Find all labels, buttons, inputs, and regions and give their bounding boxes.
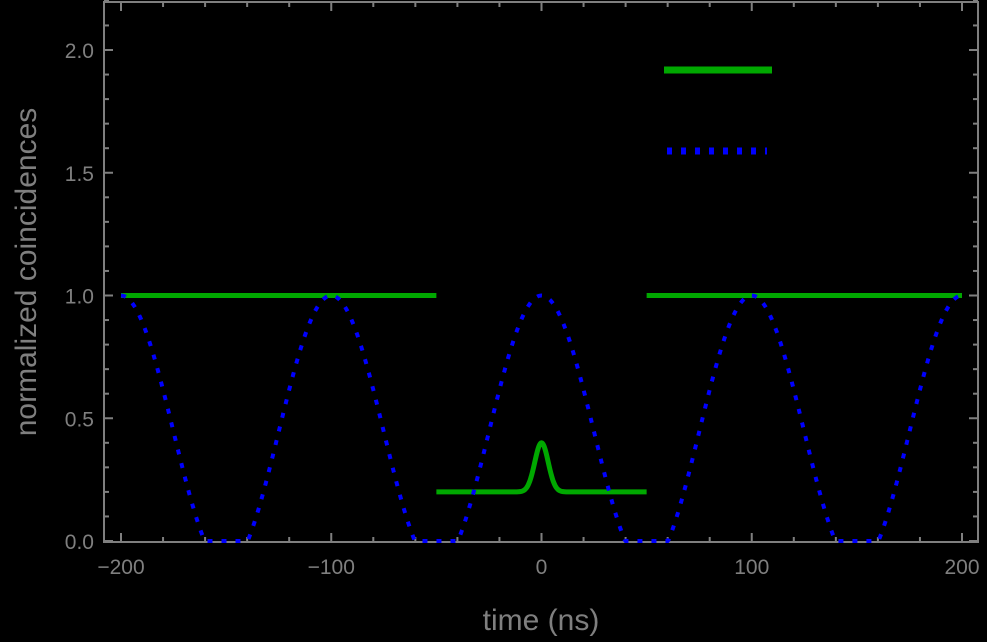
plot-border xyxy=(103,1,979,543)
x-axis-label: time (ns) xyxy=(483,604,600,637)
series-blue-dotted xyxy=(120,293,963,543)
y-axis-ticks: 0.0 0.5 1.0 1.5 2.0 xyxy=(65,0,978,554)
series-green-solid-segment xyxy=(436,440,647,495)
x-tick-label: 100 xyxy=(734,556,769,579)
x-tick-label: 200 xyxy=(944,556,979,579)
y-tick-label: 2.0 xyxy=(65,40,94,63)
x-tick-label: −200 xyxy=(97,556,144,579)
x-axis-ticks: −200 −100 0 100 200 xyxy=(97,2,980,579)
plot-frame xyxy=(103,1,979,543)
legend xyxy=(664,66,772,155)
y-tick-label: 1.0 xyxy=(65,286,94,309)
y-tick-label: 0.0 xyxy=(65,531,94,554)
x-tick-label: −100 xyxy=(308,556,355,579)
x-tick-label: 0 xyxy=(536,556,548,579)
series-layer xyxy=(120,293,963,543)
y-tick-label: 1.5 xyxy=(65,163,94,186)
y-tick-label: 0.5 xyxy=(65,408,94,431)
y-axis-label: normalized coincidences xyxy=(10,108,43,437)
